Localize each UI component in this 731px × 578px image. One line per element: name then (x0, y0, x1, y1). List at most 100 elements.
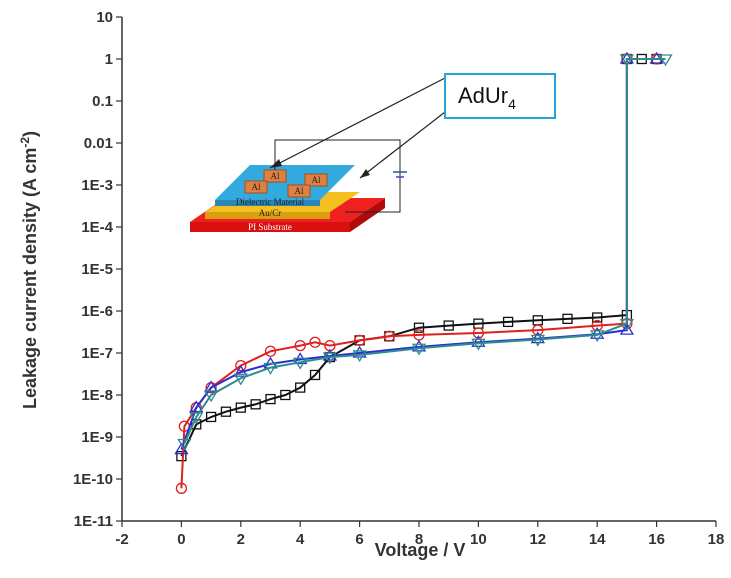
substrate-side (190, 222, 350, 232)
marker (502, 316, 514, 328)
y-tick-label: 1E-9 (81, 429, 113, 446)
electrode-label: Al (295, 186, 304, 196)
x-tick-label: 8 (415, 531, 423, 548)
x-tick-label: -2 (115, 531, 128, 548)
plot: 10 1 0.1 0.01 1E-3 1E-4 1E-5 1E-6 1E-7 1E-8 1E-9 1E… (73, 9, 724, 548)
marker (294, 339, 306, 352)
series-line (180, 58, 657, 489)
marker (189, 412, 204, 425)
y-tick-label: 0.01 (84, 135, 113, 152)
marker (203, 390, 219, 403)
dielectric-side (215, 200, 320, 206)
x-tick-label: 12 (529, 531, 546, 548)
marker (264, 345, 277, 357)
marker (619, 318, 635, 331)
marker (233, 364, 248, 377)
y-tick-label: 1 (105, 51, 113, 68)
y-axis-label: Leakage current density (A cm-2) (18, 131, 40, 409)
marker (220, 406, 232, 417)
marker (530, 331, 545, 344)
marker (191, 419, 202, 430)
callout-text: AdUr4 (458, 83, 516, 112)
y-tick-label: 10 (96, 9, 113, 26)
marker (411, 339, 427, 352)
marker (189, 400, 204, 413)
y-tick-label: 1E-6 (81, 303, 113, 320)
marker (322, 348, 338, 361)
marker (250, 399, 261, 410)
callout-arrow (269, 77, 446, 169)
marker (265, 393, 276, 405)
x-tick-label: 0 (177, 531, 185, 548)
circuit-wire (274, 139, 401, 213)
layer-label: PI Substrate (248, 222, 292, 232)
marker (235, 359, 247, 372)
electrode (304, 173, 328, 187)
x-tick-label: 10 (470, 531, 487, 548)
callout-arrow (359, 111, 446, 179)
y-label-main: Leakage current density (A cm (20, 148, 40, 409)
marker (295, 382, 306, 393)
layer-label: Dielectric Material (236, 197, 305, 207)
electrode (244, 180, 268, 194)
marker (472, 327, 485, 339)
x-tick-label: 16 (648, 531, 665, 548)
au-cr-side (205, 212, 330, 219)
arrow-head (360, 169, 370, 178)
y-tick-label: 1E-7 (81, 345, 113, 362)
marker (530, 334, 545, 347)
marker (309, 369, 321, 381)
marker (471, 338, 486, 351)
x-tick-label: 2 (237, 531, 245, 548)
marker (263, 362, 278, 375)
x-axis-label: Voltage / V (375, 540, 466, 560)
y-label-sup: -2 (18, 137, 32, 148)
y-tick-label: 1E-11 (74, 513, 113, 530)
marker (205, 411, 217, 423)
x-tick-label: 6 (355, 531, 363, 548)
series-line (183, 58, 666, 444)
marker (562, 313, 573, 325)
marker (353, 334, 366, 347)
marker (592, 312, 603, 323)
y-tick-label: 1E-4 (81, 219, 113, 236)
x-tick-label: 14 (589, 531, 606, 548)
marker (280, 389, 291, 401)
marker (658, 54, 673, 67)
marker (590, 330, 605, 343)
y-tick-label: 1E-3 (81, 177, 113, 194)
y-tick-label: 1E-5 (81, 261, 113, 278)
marker (235, 402, 246, 413)
electrode-label: Al (312, 175, 321, 185)
marker (293, 357, 308, 370)
electrode-label: Al (252, 182, 261, 192)
inset-diagram: Al Al Al Al Dielectric Material Au/Cr PI… (190, 73, 556, 232)
marker (443, 320, 454, 331)
series-line (180, 58, 657, 457)
marker (322, 352, 338, 365)
y-tick-label: 1E-8 (81, 387, 113, 404)
x-tick-label: 4 (296, 531, 305, 548)
marker (352, 345, 367, 358)
arrow-head (270, 159, 282, 168)
callout-sub: 4 (508, 96, 516, 112)
marker (619, 54, 635, 67)
marker (176, 450, 187, 462)
callout-main: AdUr (458, 83, 508, 108)
marker (383, 330, 395, 342)
marker (619, 322, 635, 335)
substrate-side (350, 198, 385, 232)
y-tick-label: 1E-10 (73, 471, 113, 488)
marker (177, 438, 192, 451)
x-tick-label: 18 (708, 531, 725, 548)
marker (411, 343, 427, 356)
layer-label: Au/Cr (259, 208, 282, 218)
callout-box (444, 73, 556, 119)
marker (471, 335, 486, 347)
marker (413, 322, 425, 333)
marker (309, 336, 321, 348)
electrode (287, 184, 311, 198)
y-tick-label: 0.1 (92, 93, 113, 110)
marker (233, 373, 248, 386)
